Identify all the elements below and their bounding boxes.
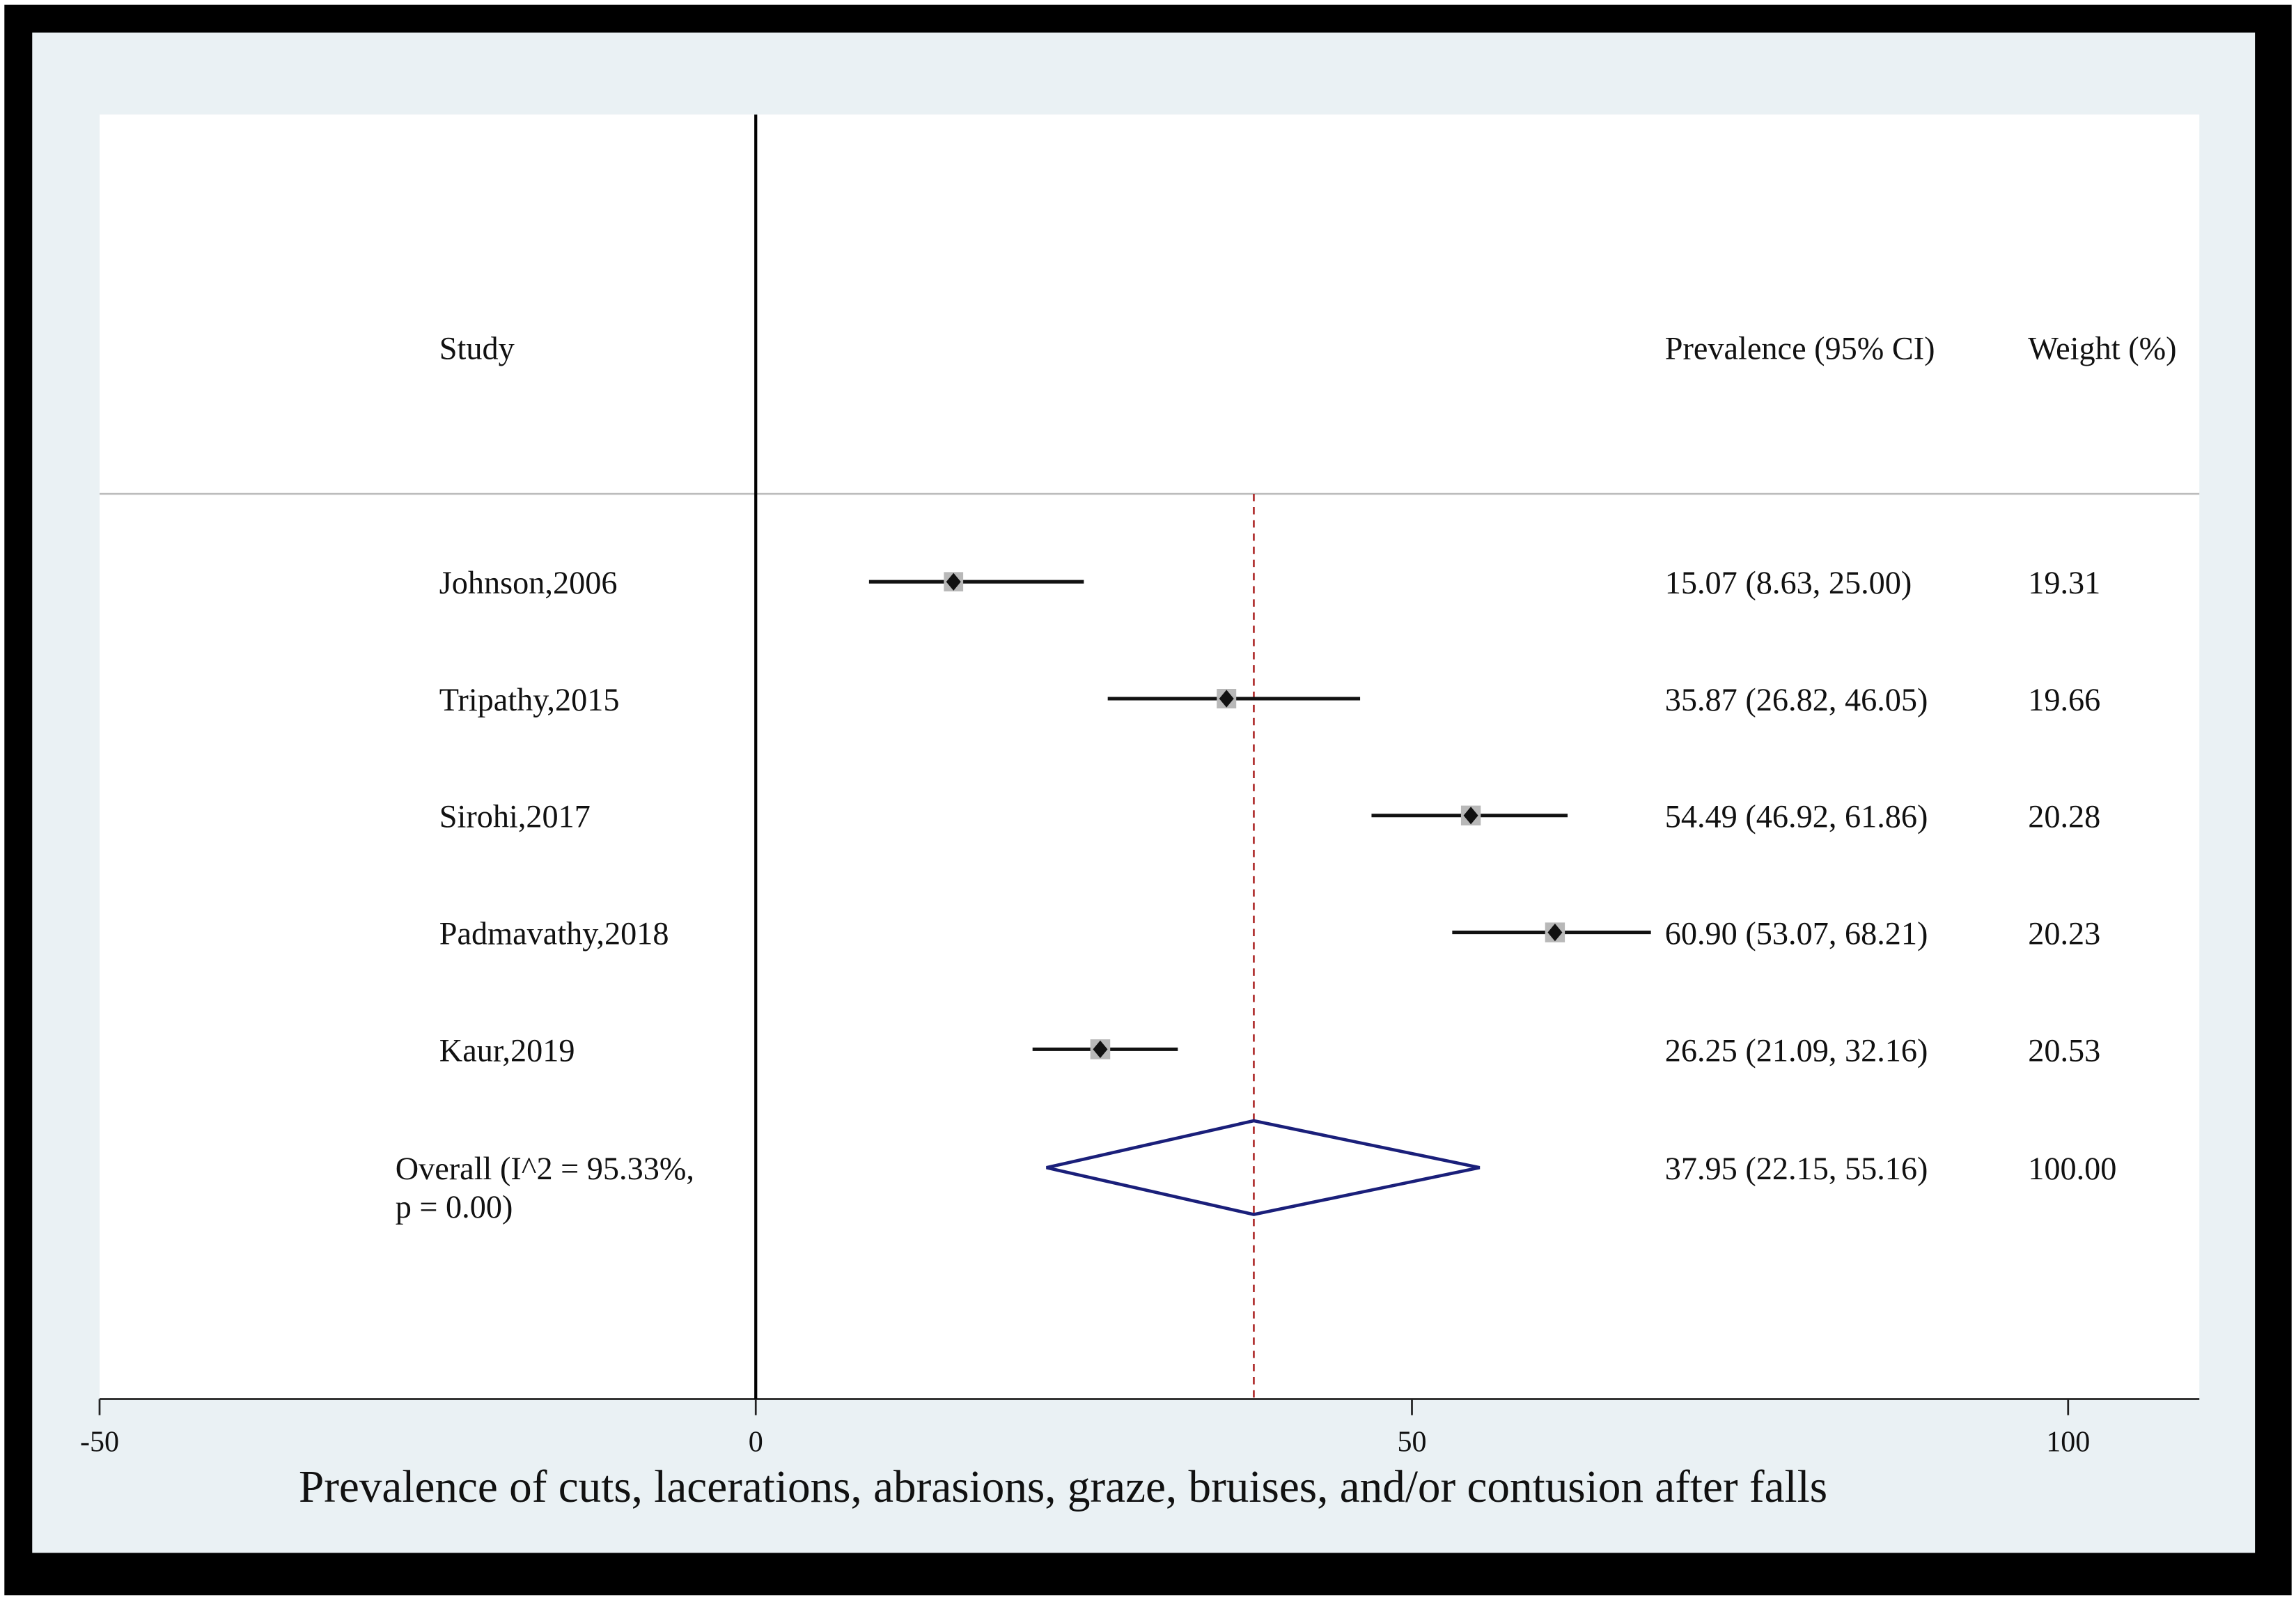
study-label: Johnson,2006 xyxy=(439,566,618,601)
estimate-label: 60.90 (53.07, 68.21) xyxy=(1665,916,1928,952)
overall-estimate-label: 37.95 (22.15, 55.16) xyxy=(1665,1151,1928,1187)
x-tick-label: 50 xyxy=(1397,1426,1426,1458)
weight-label: 19.66 xyxy=(2028,683,2100,718)
overall-label: Overall (I^2 = 95.33%, xyxy=(396,1151,694,1187)
weight-label: 20.53 xyxy=(2028,1033,2100,1069)
estimate-marker xyxy=(1547,923,1563,942)
estimate-label: 54.49 (46.92, 61.86) xyxy=(1665,800,1928,835)
estimate-marker xyxy=(1219,690,1234,708)
x-axis-title: Prevalence of cuts, lacerations, abrasio… xyxy=(299,1462,1827,1512)
study-label: Padmavathy,2018 xyxy=(439,916,669,952)
overall-label: p = 0.00) xyxy=(396,1190,513,1225)
x-tick-label: 100 xyxy=(2046,1426,2090,1458)
study-label: Sirohi,2017 xyxy=(439,800,591,835)
estimate-label: 15.07 (8.63, 25.00) xyxy=(1665,566,1912,601)
weight-label: 20.23 xyxy=(2028,916,2100,952)
study-label: Kaur,2019 xyxy=(439,1033,575,1069)
plot-background xyxy=(99,114,2200,1399)
x-tick-label: -50 xyxy=(80,1426,119,1458)
estimate-marker xyxy=(946,573,961,591)
weight-label: 20.28 xyxy=(2028,800,2100,835)
x-tick-label: 0 xyxy=(749,1426,763,1458)
estimate-label: 26.25 (21.09, 32.16) xyxy=(1665,1033,1928,1069)
study-header: Study xyxy=(439,332,515,367)
study-label: Tripathy,2015 xyxy=(439,683,620,718)
weight-label: 19.31 xyxy=(2028,566,2100,601)
estimate-marker xyxy=(1093,1040,1108,1058)
weight-header: Weight (%) xyxy=(2028,332,2176,367)
estimate-header: Prevalence (95% CI) xyxy=(1665,332,1935,367)
overall-weight-label: 100.00 xyxy=(2028,1151,2116,1187)
overall-diamond xyxy=(1046,1119,1481,1216)
estimate-label: 35.87 (26.82, 46.05) xyxy=(1665,683,1928,718)
